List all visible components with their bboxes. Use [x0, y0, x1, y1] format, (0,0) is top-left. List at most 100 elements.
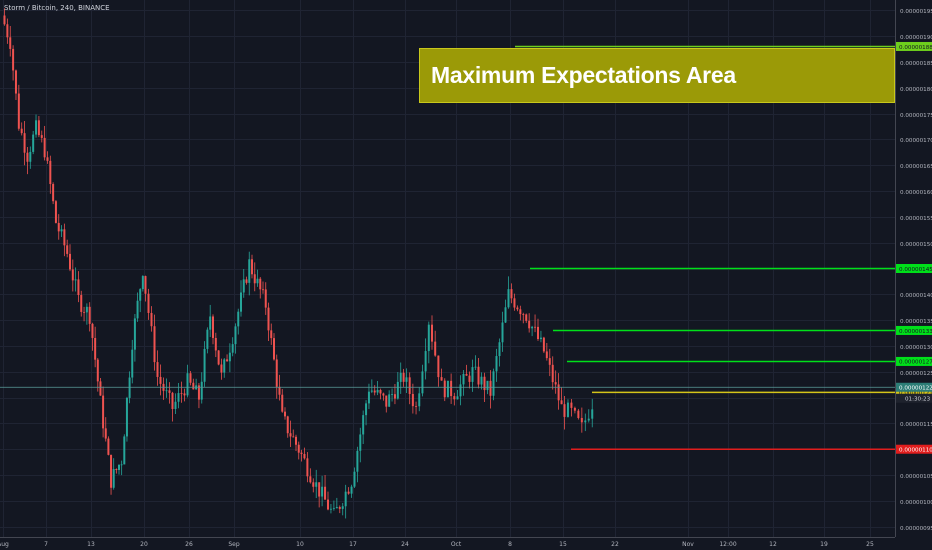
candle-body	[3, 15, 6, 25]
candle-body	[300, 452, 303, 454]
candle-body	[577, 410, 580, 418]
candle-body	[534, 326, 537, 328]
candle-body	[54, 201, 57, 223]
candle-body	[440, 377, 443, 381]
annotation-box[interactable]: Maximum Expectations Area	[419, 48, 895, 103]
candle-body	[110, 454, 113, 488]
candles-layer	[3, 8, 594, 519]
candle-body	[156, 362, 159, 377]
candle-body	[63, 229, 66, 246]
time-tick-label: 26	[185, 541, 193, 548]
candle-body	[245, 279, 248, 283]
price-tick-label: 0.00000125	[900, 371, 932, 377]
candle-body	[402, 372, 405, 382]
candle-body	[35, 120, 38, 135]
time-tick-label: Aug	[0, 541, 9, 548]
price-tick-label: 0.00000195	[900, 9, 932, 15]
candle-body	[480, 376, 483, 385]
candle-body	[281, 394, 284, 412]
candle-body	[459, 384, 462, 397]
candle-body	[107, 438, 110, 455]
level-price-tag	[896, 444, 932, 454]
candle-body	[80, 295, 83, 312]
time-tick-label: Nov	[682, 541, 694, 548]
candle-body	[237, 311, 240, 327]
countdown-tag-text: 01:30:23	[905, 397, 931, 403]
price-tick-label: 0.00000155	[900, 216, 932, 222]
candle-body	[495, 356, 498, 372]
candle-body	[139, 289, 142, 301]
candle-body	[292, 436, 295, 438]
candle-body	[226, 359, 229, 362]
candle-body	[462, 373, 465, 385]
candle-body	[424, 351, 427, 372]
candle-body	[507, 289, 510, 308]
price-tick-label: 0.00000170	[900, 138, 932, 144]
candle-body	[513, 298, 516, 308]
candle-body	[17, 93, 20, 129]
candle-body	[60, 229, 63, 232]
price-tick-label: 0.00000165	[900, 164, 932, 170]
candle-body	[353, 471, 356, 487]
candle-body	[573, 407, 576, 411]
candle-body	[528, 320, 531, 329]
candle-body	[242, 279, 245, 293]
time-tick-label: 20	[140, 541, 148, 548]
candle-body	[6, 24, 9, 38]
level-price-tag-text: 0.00000188	[899, 45, 932, 51]
candle-body	[189, 373, 192, 383]
level-price-tag	[896, 41, 932, 51]
candle-body	[88, 306, 91, 324]
candle-body	[29, 151, 32, 162]
candle-body	[275, 359, 278, 387]
candle-body	[251, 259, 253, 275]
candle-body	[297, 444, 300, 453]
candle-body	[102, 395, 105, 429]
price-tick-label: 0.00000130	[900, 345, 932, 351]
candle-body	[253, 274, 256, 284]
candle-body	[347, 491, 350, 494]
countdown-tag	[896, 393, 932, 403]
candle-body	[418, 393, 421, 407]
price-tick-label: 0.00000105	[900, 474, 932, 480]
candle-body	[324, 486, 327, 500]
candle-body	[49, 160, 52, 185]
candle-body	[327, 499, 329, 510]
candle-body	[168, 390, 171, 393]
candle-body	[411, 393, 414, 407]
candle-body	[20, 128, 23, 134]
price-tick-label: 0.00000140	[900, 293, 932, 299]
candle-body	[554, 382, 557, 385]
candle-body	[591, 409, 594, 419]
candle-body	[159, 376, 162, 384]
candle-body	[264, 289, 267, 308]
candle-body	[248, 259, 251, 283]
candle-body	[192, 382, 195, 390]
candle-body	[128, 377, 131, 398]
candle-body	[370, 390, 373, 392]
candle-body	[483, 376, 486, 391]
candle-body	[580, 417, 583, 423]
price-tick-label: 0.00000185	[900, 61, 932, 67]
candle-body	[560, 400, 563, 405]
candle-body	[144, 276, 147, 294]
candle-body	[431, 324, 433, 342]
level-price-tag-text: 0.00000145	[899, 267, 932, 273]
candle-body	[388, 394, 391, 407]
candle-body	[318, 482, 321, 497]
candle-body	[516, 307, 519, 310]
level-price-tag	[896, 264, 932, 273]
time-tick-label: 25	[866, 541, 874, 548]
candle-body	[12, 48, 15, 71]
price-labels-layer: 0.00000188 0.00000145 0.00000133 0.00000127…	[896, 41, 932, 454]
price-tick-label: 0.00000095	[900, 526, 932, 532]
candle-body	[43, 137, 46, 158]
candle-body	[341, 506, 344, 509]
candle-body	[501, 322, 504, 343]
candle-body	[321, 486, 324, 497]
candle-body	[270, 330, 273, 339]
candle-body	[434, 341, 437, 356]
candle-body	[427, 324, 430, 352]
